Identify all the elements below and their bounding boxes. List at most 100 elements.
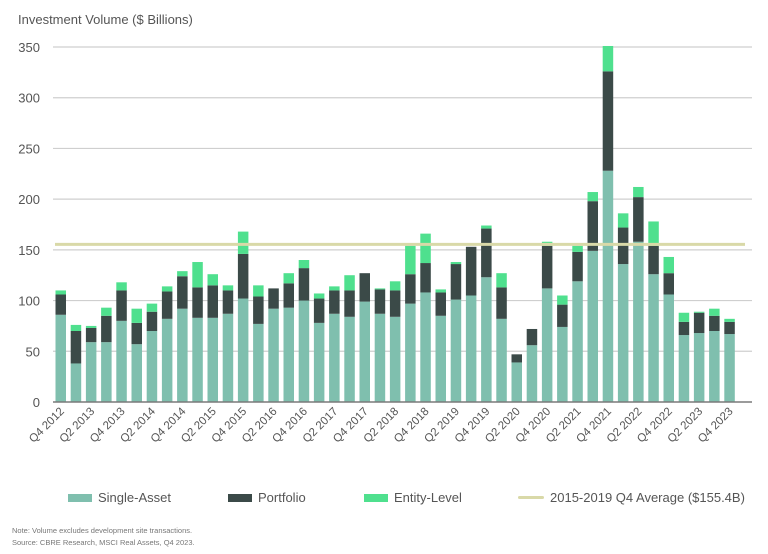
- bar-segment-single-asset: [344, 316, 355, 402]
- bar-segment-single-asset: [116, 320, 127, 402]
- bar-segment-portfolio: [359, 273, 370, 302]
- bar-segment-single-asset: [101, 342, 112, 402]
- bar-segment-single-asset: [131, 344, 142, 402]
- bar-segment-portfolio: [724, 321, 735, 335]
- bar-segment-single-asset: [693, 333, 705, 402]
- bar-segment-portfolio: [693, 312, 705, 334]
- bar-segment-single-asset: [541, 288, 553, 402]
- bar-segment-single-asset: [298, 300, 310, 402]
- bar-segment-portfolio: [192, 287, 203, 318]
- bar-segment-entity-level: [435, 289, 446, 293]
- bar-segment-entity-level: [693, 311, 705, 313]
- bar-segment-single-asset: [450, 299, 462, 402]
- bar-segment-portfolio: [709, 315, 720, 331]
- bar-segment-single-asset: [359, 301, 370, 402]
- bar-segment-entity-level: [557, 295, 568, 305]
- bar-segment-single-asset: [587, 250, 598, 402]
- bar-segment-entity-level: [374, 288, 386, 290]
- bar-segment-entity-level: [298, 260, 310, 269]
- bar-segment-entity-level: [313, 293, 325, 299]
- bar-segment-portfolio: [435, 292, 446, 316]
- bar-segment-single-asset: [85, 342, 97, 402]
- legend: Single-Asset Portfolio Entity-Level 2015…: [0, 490, 768, 512]
- bar-segment-single-asset: [268, 308, 279, 402]
- bar-segment-single-asset: [572, 281, 583, 402]
- bar-segment-portfolio: [329, 290, 340, 314]
- bar-segment-entity-level: [222, 285, 234, 291]
- bar-segment-single-asset: [253, 323, 264, 402]
- bar-segment-entity-level: [237, 231, 249, 254]
- y-tick-label: 100: [18, 294, 40, 309]
- bar-segment-portfolio: [253, 296, 264, 324]
- bar-segment-entity-level: [648, 221, 659, 246]
- legend-swatch-single-asset: [68, 493, 92, 502]
- legend-item-entity-level: Entity-Level: [364, 490, 462, 505]
- bar-segment-portfolio: [465, 246, 477, 296]
- bar-segment-portfolio: [557, 304, 568, 327]
- bar-segment-portfolio: [496, 287, 507, 319]
- bar-segment-single-asset: [465, 295, 477, 402]
- bar-segment-portfolio: [572, 251, 583, 282]
- bar-segment-portfolio: [389, 290, 401, 317]
- footnote: Note: Volume excludes development site t…: [12, 526, 193, 535]
- bar-segment-entity-level: [602, 45, 614, 72]
- legend-swatch-entity-level: [364, 493, 388, 502]
- y-tick-label: 150: [18, 243, 40, 258]
- bar-segment-single-asset: [678, 335, 690, 402]
- bar-segment-portfolio: [55, 294, 66, 315]
- legend-label: 2015-2019 Q4 Average ($155.4B): [550, 490, 745, 505]
- bar-segment-single-asset: [222, 313, 234, 402]
- y-tick-label: 250: [18, 141, 40, 156]
- bar-segment-portfolio: [85, 327, 97, 343]
- bar-segment-single-asset: [648, 274, 659, 402]
- y-tick-label: 350: [18, 40, 40, 55]
- bar-segment-entity-level: [709, 308, 720, 316]
- legend-label: Single-Asset: [98, 490, 171, 505]
- bar-segment-single-asset: [329, 313, 340, 402]
- bar-segment-portfolio: [344, 290, 355, 317]
- bar-segment-entity-level: [663, 256, 674, 274]
- bar-segment-portfolio: [101, 315, 112, 343]
- y-tick-label: 0: [33, 395, 40, 410]
- bar-segment-single-asset: [420, 292, 431, 402]
- bar-segment-single-asset: [633, 241, 644, 402]
- bar-segment-entity-level: [116, 282, 127, 291]
- bar-segment-single-asset: [526, 345, 538, 402]
- bar-segment-portfolio: [541, 245, 553, 289]
- bar-segment-single-asset: [283, 307, 294, 402]
- bar-segment-portfolio: [405, 274, 416, 304]
- bar-segment-portfolio: [207, 285, 218, 318]
- bar-segment-entity-level: [283, 273, 294, 284]
- bar-segment-single-asset: [405, 303, 416, 402]
- legend-swatch-average: [518, 496, 544, 499]
- bar-segment-entity-level: [55, 290, 66, 295]
- bar-segment-entity-level: [496, 273, 507, 288]
- bar-segment-single-asset: [481, 277, 492, 402]
- legend-label: Portfolio: [258, 490, 306, 505]
- bar-segment-single-asset: [161, 318, 173, 402]
- bar-segment-entity-level: [633, 186, 644, 198]
- bar-segment-portfolio: [237, 253, 249, 299]
- bar-segment-single-asset: [602, 170, 614, 402]
- bar-segment-entity-level: [161, 286, 173, 292]
- bar-segment-entity-level: [389, 281, 401, 291]
- bar-segment-portfolio: [283, 283, 294, 308]
- bar-segment-single-asset: [55, 314, 66, 402]
- y-tick-label: 300: [18, 91, 40, 106]
- bar-segment-entity-level: [146, 303, 158, 312]
- bar-segment-portfolio: [450, 264, 462, 300]
- bar-segment-entity-level: [724, 318, 735, 322]
- bar-segment-portfolio: [298, 268, 310, 301]
- bar-segment-single-asset: [389, 316, 401, 402]
- bar-segment-entity-level: [329, 286, 340, 291]
- bar-segment-portfolio: [116, 290, 127, 321]
- legend-label: Entity-Level: [394, 490, 462, 505]
- bar-segment-portfolio: [131, 322, 142, 345]
- bar-segment-entity-level: [177, 271, 188, 277]
- bar-segment-single-asset: [192, 317, 203, 402]
- legend-item-portfolio: Portfolio: [228, 490, 306, 505]
- y-tick-label: 200: [18, 192, 40, 207]
- bar-segment-single-asset: [496, 318, 507, 402]
- bar-segment-entity-level: [70, 324, 82, 331]
